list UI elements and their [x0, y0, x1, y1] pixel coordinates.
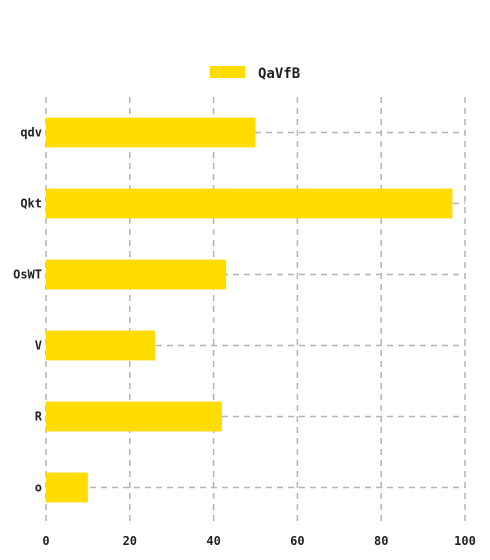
category-label: Qkt: [20, 197, 42, 211]
x-tick-label: 40: [206, 534, 220, 548]
legend-label: QaVfB: [258, 66, 300, 82]
bar: [46, 401, 222, 432]
x-tick-label: 80: [374, 534, 388, 548]
category-label: R: [35, 410, 43, 424]
x-tick-label: 0: [42, 534, 49, 548]
bars: [46, 117, 453, 503]
x-tick-label: 20: [123, 534, 137, 548]
legend-swatch: [210, 66, 245, 78]
bar: [46, 117, 256, 148]
x-axis-tick-labels: 0 20 40 60 80 100: [42, 534, 475, 548]
category-labels: qdv Qkt OsWT V Ro: [13, 126, 43, 495]
category-label: o: [35, 481, 42, 495]
category-label: qdv: [20, 126, 42, 140]
category-label: OsWT: [13, 268, 42, 282]
bar: [46, 330, 155, 361]
bar: [46, 259, 227, 290]
bar: [46, 188, 453, 219]
gridlines: [45, 97, 466, 523]
x-tick-label: 100: [454, 534, 476, 548]
x-tick-label: 60: [290, 534, 304, 548]
legend: QaVfB: [210, 66, 300, 82]
bar: [46, 472, 88, 503]
category-label: V: [35, 339, 42, 353]
